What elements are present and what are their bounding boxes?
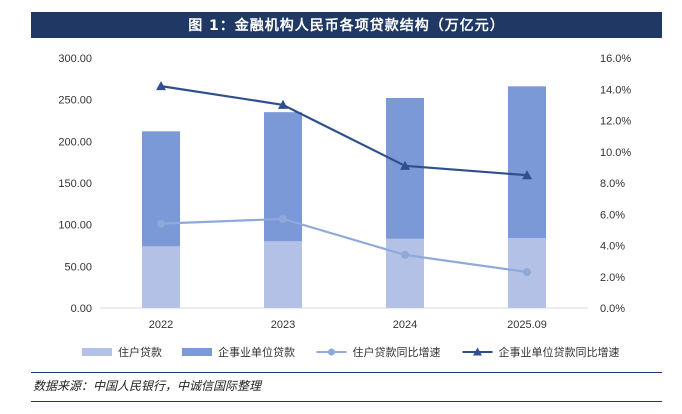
source-top-rule: [31, 372, 662, 373]
x-axis: 2022 2023 2024 2025.09: [149, 319, 547, 331]
right-tick-label: 0.0%: [600, 303, 625, 315]
left-axis: 300.00 250.00 200.00 150.00 100.00 50.00 0.00: [58, 53, 92, 315]
right-tick-label: 6.0%: [600, 209, 625, 221]
legend-swatch: [182, 348, 212, 356]
x-tick-label: 2024: [393, 319, 417, 331]
bars-layer: [100, 86, 588, 309]
bar-enterprise: [142, 131, 180, 247]
right-tick-label: 10.0%: [600, 147, 631, 159]
bar-household: [142, 246, 180, 308]
legend-label: 企事业单位贷款: [218, 345, 295, 359]
point-enterprise-growth: [522, 170, 532, 180]
line-household-growth: [160, 217, 528, 274]
legend-swatch: [82, 348, 112, 356]
point-enterprise-growth: [156, 81, 166, 91]
left-tick-label: 150.00: [58, 178, 92, 190]
point-enterprise-growth: [278, 99, 288, 109]
line-enterprise-growth: [160, 85, 528, 177]
bar-household: [264, 241, 302, 308]
legend-label: 企事业单位贷款同比增速: [499, 345, 620, 359]
left-tick-label: 100.00: [58, 220, 92, 232]
left-tick-label: 250.00: [58, 95, 92, 107]
point-household-growth: [523, 268, 531, 277]
legend-marker: [473, 347, 482, 356]
legend-label: 住户贷款同比增速: [353, 345, 441, 359]
point-household-growth: [401, 250, 409, 259]
legend-marker: [328, 348, 335, 356]
point-household-growth: [279, 214, 287, 223]
chart-title: 图 1：金融机构人民币各项贷款结构（万亿元）: [31, 12, 662, 38]
x-tick-label: 2022: [149, 319, 173, 331]
left-tick-label: 0.00: [71, 303, 92, 315]
left-tick-label: 300.00: [58, 53, 92, 65]
bar-household: [386, 238, 424, 308]
point-household-growth: [157, 219, 165, 228]
lines-layer: [156, 81, 532, 277]
point-enterprise-growth: [400, 160, 410, 170]
right-tick-label: 16.0%: [600, 53, 631, 65]
legend-label: 住户贷款: [118, 345, 162, 359]
source-note: 数据来源：中国人民银行，中诚信国际整理: [33, 379, 262, 393]
x-tick-label: 2025.09: [507, 319, 547, 331]
right-axis: 16.0% 14.0% 12.0% 10.0% 8.0% 6.0% 4.0% 2.0% 0.0%: [600, 53, 631, 315]
right-tick-label: 2.0%: [600, 272, 625, 284]
x-tick-label: 2023: [271, 319, 295, 331]
source-bottom-rule: [31, 401, 662, 402]
right-tick-label: 12.0%: [600, 116, 631, 128]
left-tick-label: 200.00: [58, 136, 92, 148]
right-tick-label: 4.0%: [600, 241, 625, 253]
right-tick-label: 8.0%: [600, 178, 625, 190]
left-tick-label: 50.00: [64, 261, 92, 273]
right-tick-label: 14.0%: [600, 84, 631, 96]
legend: 住户贷款 企事业单位贷款 住户贷款同比增速 企事业单位贷款同比增速: [82, 345, 620, 359]
bar-enterprise: [508, 86, 546, 238]
